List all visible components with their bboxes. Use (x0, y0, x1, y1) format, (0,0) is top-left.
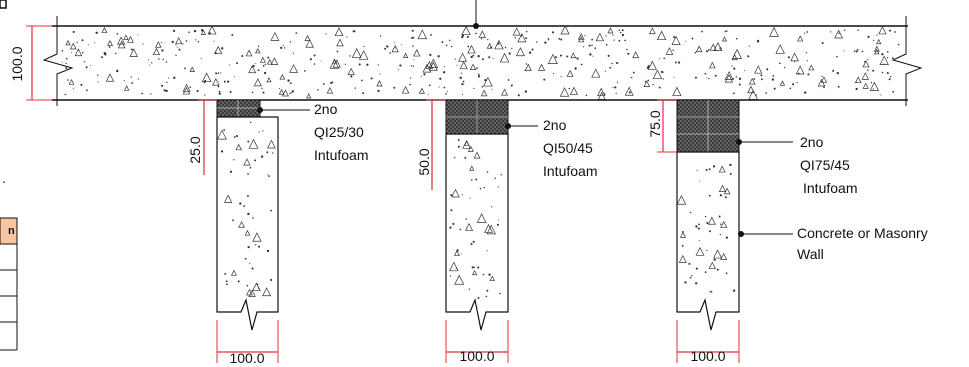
wall-3-body (676, 151, 740, 331)
wall-1-callout-line-3: Intufoam (314, 147, 368, 163)
wall-material-callout: Concrete or Masonry Wall (738, 225, 928, 262)
corner-fragment (0, 0, 7, 9)
wall-3-callout-line-3: Intufoam (803, 180, 857, 196)
slab-thickness-dimension: 100.0 (9, 25, 52, 101)
wall-2-callout-line-2: QI50/45 (543, 140, 593, 156)
wall-3-gap-label: 75.0 (647, 110, 663, 137)
wall-3-width-label: 100.0 (690, 348, 725, 364)
svg-text:.: . (2, 170, 6, 186)
wall-3-callout-line-2: QI75/45 (800, 157, 850, 173)
wall-2-body (445, 133, 509, 331)
wall-2-width-label: 100.0 (459, 348, 494, 364)
wall-1: 25.0 100.0 2no QI25/30 Intufoam (187, 99, 368, 366)
wall-2: 50.0 100.0 2no QI50/45 Intufoam (416, 99, 597, 364)
wall-2-callout-line-3: Intufoam (543, 163, 597, 179)
slab-aggregate (61, 25, 900, 100)
slab-break-right (891, 16, 923, 106)
concrete-slab (52, 25, 908, 101)
wall-1-intufoam-seal (216, 99, 261, 118)
table-header-text: n (8, 225, 15, 237)
wall-aggregate (217, 121, 736, 299)
wall-1-gap-label: 25.0 (187, 136, 203, 163)
wall-1-callout-line-2: QI25/30 (314, 124, 364, 140)
table-fragment: n (0, 217, 18, 351)
wall-2-callout-line-1: 2no (543, 117, 567, 133)
wall-1-width-label: 100.0 (229, 350, 264, 366)
wall-material-line-1: Concrete or Masonry (797, 225, 928, 241)
wall-1-body (216, 116, 279, 331)
slab-thickness-label: 100.0 (9, 46, 25, 81)
wall-material-line-2: Wall (797, 246, 824, 262)
wall-1-callout-line-1: 2no (314, 101, 338, 117)
wall-3: 75.0 100.0 2no QI75/45 Intufoam (647, 99, 857, 364)
wall-3-callout-line-1: 2no (800, 134, 824, 150)
slab-break-left (42, 16, 74, 106)
wall-2-gap-label: 50.0 (416, 148, 432, 175)
